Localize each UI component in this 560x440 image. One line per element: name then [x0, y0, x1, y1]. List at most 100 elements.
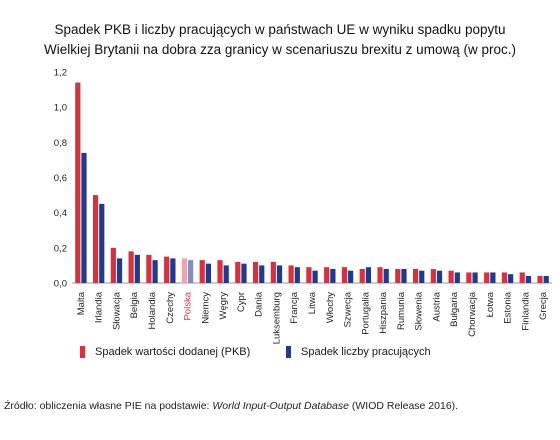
bar-employment: [401, 268, 407, 283]
x-tick-label: Czechy: [165, 292, 176, 324]
y-tick-label: 0,4: [54, 208, 67, 219]
x-tick-label: Estonia: [503, 291, 514, 323]
bar-gdp: [288, 265, 294, 283]
x-tick-label: Słowacja: [111, 291, 122, 330]
bar-gdp: [92, 195, 99, 283]
source-note: Źródło: obliczenia własne PIE na podstaw…: [4, 400, 458, 412]
chart-title-line-2: Wielkiej Brytanii na dobra zza granicy w…: [44, 42, 516, 57]
bar-employment: [205, 263, 212, 283]
legend-label-employment: Spadek liczby pracujących: [301, 346, 431, 358]
x-tick-label: Rumunia: [396, 291, 407, 330]
x-tick-label: Austria: [431, 291, 442, 321]
bar-employment: [525, 275, 532, 283]
bar-gdp: [306, 267, 312, 283]
bar-gdp: [341, 267, 348, 283]
bar-gdp: [217, 260, 223, 283]
chart-title-line-1: Spadek PKB i liczby pracujących w państw…: [54, 22, 506, 37]
y-tick-label: 1,2: [54, 68, 67, 79]
bar-gdp: [75, 82, 81, 283]
y-tick-label: 1,0: [54, 103, 67, 114]
bar-employment: [99, 203, 105, 283]
source-prefix: Źródło: obliczenia własne PIE na podstaw…: [4, 400, 213, 412]
bar-gdp: [412, 268, 419, 283]
legend-item-gdp: Spadek wartości dodanej (PKB): [80, 346, 250, 358]
bar-employment: [188, 260, 194, 283]
bar-employment: [348, 270, 354, 283]
x-tick-label: Słowenia: [414, 291, 425, 330]
y-tick-label: 0,8: [54, 138, 67, 149]
bar-employment: [81, 152, 87, 283]
x-tick-label: Polska: [183, 291, 194, 320]
x-tick-label: Portugalia: [360, 291, 371, 334]
bar-employment: [419, 270, 425, 283]
x-tick-label: Węgry: [218, 292, 229, 320]
bar-employment: [312, 270, 318, 283]
bar-employment: [383, 268, 389, 283]
bar-employment: [134, 254, 140, 283]
bar-employment: [276, 265, 283, 283]
bar-gdp: [164, 256, 170, 283]
x-tick-label: Bułgaria: [449, 291, 460, 327]
x-tick-label: Belgia: [129, 291, 140, 318]
x-tick-label: Niemcy: [200, 292, 211, 324]
source-database-name: World Input-Output Database: [212, 400, 349, 412]
bar-employment: [490, 272, 496, 283]
x-tick-label: Holandia: [147, 291, 158, 329]
bar-employment: [241, 263, 247, 283]
bar-gdp: [501, 272, 508, 283]
legend-item-employment: Spadek liczby pracujących: [286, 346, 431, 358]
legend-swatch-employment: [286, 346, 291, 358]
legend-label-gdp: Spadek wartości dodanej (PKB): [95, 346, 251, 358]
bar-gdp: [128, 251, 134, 283]
bar-gdp: [519, 272, 525, 283]
bar-gdp: [146, 254, 152, 283]
bar-gdp: [110, 247, 116, 283]
x-tick-label: Hiszpania: [378, 291, 389, 333]
x-tick-label: Łotwa: [485, 291, 496, 317]
bar-gdp: [484, 272, 490, 283]
x-tick-label: Irlandia: [94, 291, 105, 323]
bar-gdp: [270, 261, 276, 283]
bar-gdp: [324, 267, 330, 283]
bar-employment: [170, 258, 176, 283]
bar-gdp: [199, 260, 205, 283]
bar-gdp: [466, 272, 472, 283]
bar-gdp: [395, 268, 401, 283]
source-suffix: (WIOD Release 2016).: [348, 400, 459, 412]
x-tick-label: Francja: [289, 291, 300, 323]
bar-employment: [294, 267, 300, 283]
bar-employment: [365, 267, 372, 283]
bar-employment: [436, 270, 443, 283]
bar-employment: [472, 272, 478, 283]
bar-employment: [259, 265, 265, 283]
bar-employment: [116, 258, 123, 283]
bar-gdp: [359, 268, 365, 283]
y-tick-label: 0,2: [54, 243, 67, 254]
bar-gdp: [377, 267, 383, 283]
x-tick-label: Finlandia: [520, 291, 531, 330]
x-tick-label: Luksemburg: [271, 292, 282, 344]
bar-gdp: [430, 268, 436, 283]
x-tick-label: Litwa: [307, 291, 318, 314]
bar-employment: [152, 260, 158, 283]
bar-employment: [543, 275, 549, 283]
legend-swatch-gdp: [80, 346, 85, 358]
bar-gdp: [252, 261, 259, 283]
x-tick-label: Malta: [76, 291, 87, 315]
bar-employment: [454, 272, 460, 283]
bar-employment: [508, 274, 514, 283]
bar-employment: [330, 268, 336, 283]
y-tick-label: 0,0: [54, 279, 67, 290]
x-tick-label: Cypr: [236, 292, 247, 312]
bar-gdp: [235, 261, 241, 283]
x-tick-label: Chorwacja: [467, 291, 478, 337]
y-tick-label: 0,6: [54, 173, 67, 184]
bar-gdp: [537, 275, 543, 283]
bar-employment: [223, 265, 229, 283]
x-tick-label: Szwecja: [343, 291, 354, 327]
bar-gdp: [181, 258, 188, 283]
x-tick-label: Grecja: [538, 291, 549, 320]
x-tick-label: Dania: [254, 291, 265, 317]
x-tick-label: Włochy: [325, 292, 336, 323]
